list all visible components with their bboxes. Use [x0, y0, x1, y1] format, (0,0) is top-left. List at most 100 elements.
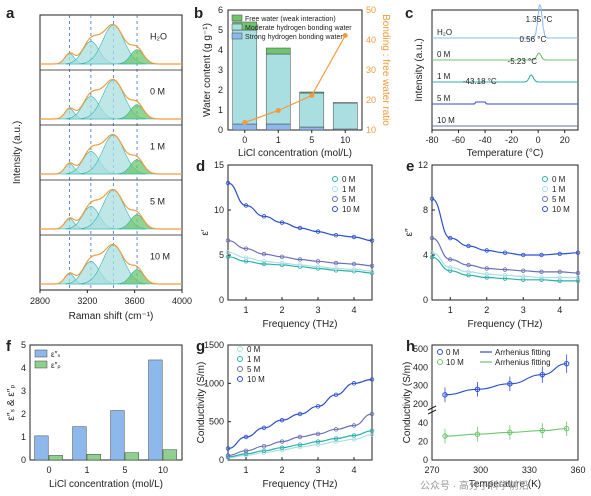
x-tick-label: 4 [351, 305, 356, 315]
legend-swatch [34, 349, 48, 358]
y-tick-label: 200 [413, 399, 428, 409]
y-tick-label: 5 [219, 250, 224, 260]
series-point [261, 448, 267, 453]
x-tick-label: 4000 [172, 296, 192, 306]
x-tick-label: 3600 [125, 296, 145, 306]
dsc-curve [431, 4, 578, 39]
series-point [521, 252, 526, 258]
dsc-series-label: H₂O [437, 28, 452, 37]
series-point [351, 381, 357, 386]
x-tick-label: 10 [158, 465, 168, 475]
ratio-point [309, 93, 315, 98]
series-point [243, 448, 249, 453]
series-point [225, 453, 231, 458]
y-tick-label: 400 [413, 362, 428, 372]
data-point [563, 360, 570, 367]
legend-marker [237, 366, 243, 372]
x-tick-label: -60 [452, 135, 465, 145]
series-point [369, 269, 375, 274]
ratio-point [242, 120, 248, 125]
panel-label-d: d [196, 158, 205, 175]
series-point [261, 425, 267, 430]
dsc-curve [431, 101, 578, 105]
series-line [227, 430, 373, 458]
x-axis-label: Temperature (°C) [467, 148, 544, 159]
legend-marker [332, 176, 338, 182]
legend-swatch [231, 32, 243, 40]
legend-swatch [231, 23, 243, 31]
series-point [279, 417, 285, 423]
y-axis-label: ε″ₛ & ε″ₚ [6, 384, 17, 420]
x-tick-label: 2 [279, 305, 284, 315]
raman-series-label: 1 M [150, 141, 165, 151]
legend-swatch [231, 14, 243, 22]
series-line [227, 378, 373, 450]
watermark: 公众号 · 高分子科学前沿 [420, 479, 529, 492]
y-tick-label: 5 [218, 25, 223, 35]
series-line [431, 198, 579, 256]
plot-frame-e [431, 164, 579, 301]
series-point [429, 196, 435, 201]
y-tick-label: 2 [218, 85, 223, 95]
y-tick-label: 3 [218, 65, 223, 75]
x-tick-label: 1 [243, 305, 248, 315]
series-point [279, 220, 285, 225]
x-tick-label: 3 [521, 305, 526, 315]
series-point [315, 442, 321, 447]
series-point [521, 268, 526, 273]
legend-label: 10 M [247, 375, 265, 384]
x-tick-label: 1 [84, 465, 89, 475]
data-point [442, 433, 448, 439]
series-point [333, 392, 339, 398]
series-point [261, 444, 267, 449]
legend-label: 0 M [342, 175, 356, 184]
x-tick-label: 0 [46, 465, 51, 475]
x-tick-label: 360 [570, 465, 585, 475]
legend-marker [237, 356, 243, 362]
x-tick-label: 0 [536, 135, 541, 145]
series-point [369, 411, 375, 417]
series-point [297, 442, 303, 447]
series-point [261, 251, 267, 257]
series-point [557, 251, 562, 257]
y-tick-label: 40 [418, 418, 428, 428]
legend-label: 1 M [247, 355, 261, 364]
y-tick-label: 1 [218, 105, 223, 115]
raman-envelope [40, 133, 182, 175]
plot-frame-g [227, 344, 373, 461]
x-axis-label: Raman shift (cm⁻¹) [69, 311, 154, 322]
y-right-axis-label: Bonding : free water ratio [380, 14, 391, 126]
water-bar-segment [299, 91, 325, 94]
series-point [502, 273, 508, 278]
series-point [225, 446, 231, 451]
legend-marker [437, 349, 443, 355]
series-point [351, 433, 357, 438]
axis-break [427, 405, 437, 411]
x-tick-label: 2 [279, 465, 284, 475]
arrhenius-frame [431, 344, 579, 461]
x-tick-label: 2 [484, 305, 489, 315]
dsc-series-label: 0 M [437, 50, 451, 59]
series-point [448, 265, 453, 270]
legend-label: Moderate hydrogen bonding water [245, 25, 352, 32]
y-tick-label: 8 [423, 205, 428, 215]
dsc-curve [432, 74, 578, 83]
series-point [243, 255, 249, 260]
x-tick-label: 4 [557, 305, 562, 315]
series-point [333, 260, 339, 266]
legend-label: 1 M [552, 185, 566, 194]
series-point [315, 404, 321, 409]
series-point [261, 214, 267, 219]
y-axis-label: Water content (g g⁻¹) [202, 23, 213, 117]
legend-label: ε″ₛ [51, 350, 60, 359]
raman-series-label: 10 M [150, 251, 170, 261]
data-point [474, 386, 481, 393]
y-axis-label: Intensity (a.u.) [414, 38, 425, 101]
series-point [557, 275, 562, 280]
x-tick-label: 10 [340, 135, 350, 145]
y-tick-label: 500 [413, 344, 428, 354]
ratio-point [342, 33, 348, 38]
y-tick-label: 500 [209, 417, 224, 427]
dsc-series-label: 5 M [437, 94, 451, 103]
